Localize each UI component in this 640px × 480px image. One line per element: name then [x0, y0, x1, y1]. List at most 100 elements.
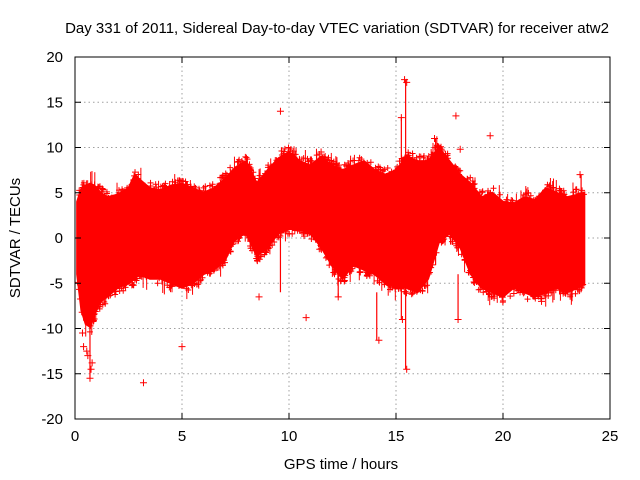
data-point [499, 294, 506, 301]
data-point [268, 163, 275, 170]
data-point [114, 192, 121, 199]
data-point [129, 281, 136, 288]
data-point [575, 286, 582, 293]
data-point [199, 274, 206, 281]
data-point [147, 179, 154, 186]
data-point [454, 244, 461, 251]
outlier-point [178, 343, 186, 351]
data-point [322, 254, 329, 261]
data-point [492, 195, 499, 202]
data-point [101, 192, 108, 199]
data-point [491, 293, 498, 300]
data-point [326, 262, 333, 269]
data-point [212, 186, 219, 193]
data-point [336, 166, 343, 173]
data-point [497, 191, 504, 198]
data-point [426, 269, 433, 276]
x-tick-label: 5 [178, 428, 186, 445]
data-point [308, 235, 315, 242]
y-tick-label: 0 [55, 230, 63, 247]
outlier-point [78, 329, 86, 337]
data-point [259, 174, 266, 181]
data-point [111, 285, 118, 292]
data-point [562, 290, 569, 297]
outlier-point [486, 132, 494, 140]
data-point [99, 185, 106, 192]
data-point [484, 191, 491, 198]
data-point [514, 287, 521, 294]
data-point [273, 157, 280, 164]
outlier-point [88, 359, 96, 367]
data-point [562, 194, 569, 201]
data-point [521, 289, 528, 296]
data-point [530, 197, 537, 204]
y-tick-label: -5 [50, 275, 63, 292]
data-point [419, 288, 426, 295]
data-point [580, 191, 587, 198]
data-point [265, 162, 272, 169]
outlier-point [375, 336, 383, 344]
data-point [538, 191, 545, 198]
data-point [367, 159, 374, 166]
data-point [475, 279, 482, 286]
data-point [452, 240, 459, 247]
data-point [467, 174, 474, 181]
data-point [230, 241, 237, 248]
data-point [166, 284, 173, 291]
data-point [255, 178, 262, 185]
data-point [467, 267, 474, 274]
data-point [360, 265, 367, 272]
data-point [286, 230, 293, 237]
outlier-point [276, 107, 284, 115]
data-point [433, 249, 440, 256]
data-point [345, 159, 352, 166]
data-point [383, 172, 390, 179]
data-point [393, 168, 400, 175]
data-point [238, 231, 245, 238]
data-point [289, 154, 296, 161]
data-point [379, 167, 386, 174]
data-point [103, 188, 110, 195]
data-point [261, 173, 268, 180]
data-point [206, 270, 213, 277]
data-point [464, 176, 471, 183]
data-point [151, 186, 158, 193]
data-point [261, 244, 268, 251]
data-point [98, 297, 105, 304]
data-point [492, 193, 499, 200]
data-point [475, 286, 482, 293]
x-tick-label: 15 [388, 428, 405, 445]
data-point [180, 282, 187, 289]
data-point [413, 287, 420, 294]
data-point [236, 156, 243, 163]
data-point [372, 164, 379, 171]
data-point [178, 181, 185, 188]
data-point [355, 157, 362, 164]
x-tick-label: 10 [281, 428, 298, 445]
y-tick-label: 10 [46, 140, 63, 157]
data-point [218, 174, 225, 181]
data-point [487, 286, 494, 293]
data-point [115, 283, 122, 290]
data-point [526, 196, 533, 203]
data-point [217, 180, 224, 187]
data-point [507, 293, 514, 300]
outlier-point [83, 347, 91, 355]
data-point [238, 157, 245, 164]
data-point [366, 164, 373, 171]
data-point [281, 145, 288, 152]
outlier-point [334, 293, 342, 301]
data-point [94, 188, 101, 195]
data-point [310, 232, 317, 239]
data-point [408, 284, 415, 291]
data-point [78, 309, 85, 316]
data-point [426, 270, 433, 277]
data-point [120, 188, 127, 195]
data-point [530, 293, 537, 300]
data-point [394, 163, 401, 170]
data-point [527, 192, 534, 199]
data-point [375, 163, 382, 170]
data-point [247, 242, 254, 249]
outlier-point [398, 315, 406, 323]
outlier-point [87, 365, 95, 373]
